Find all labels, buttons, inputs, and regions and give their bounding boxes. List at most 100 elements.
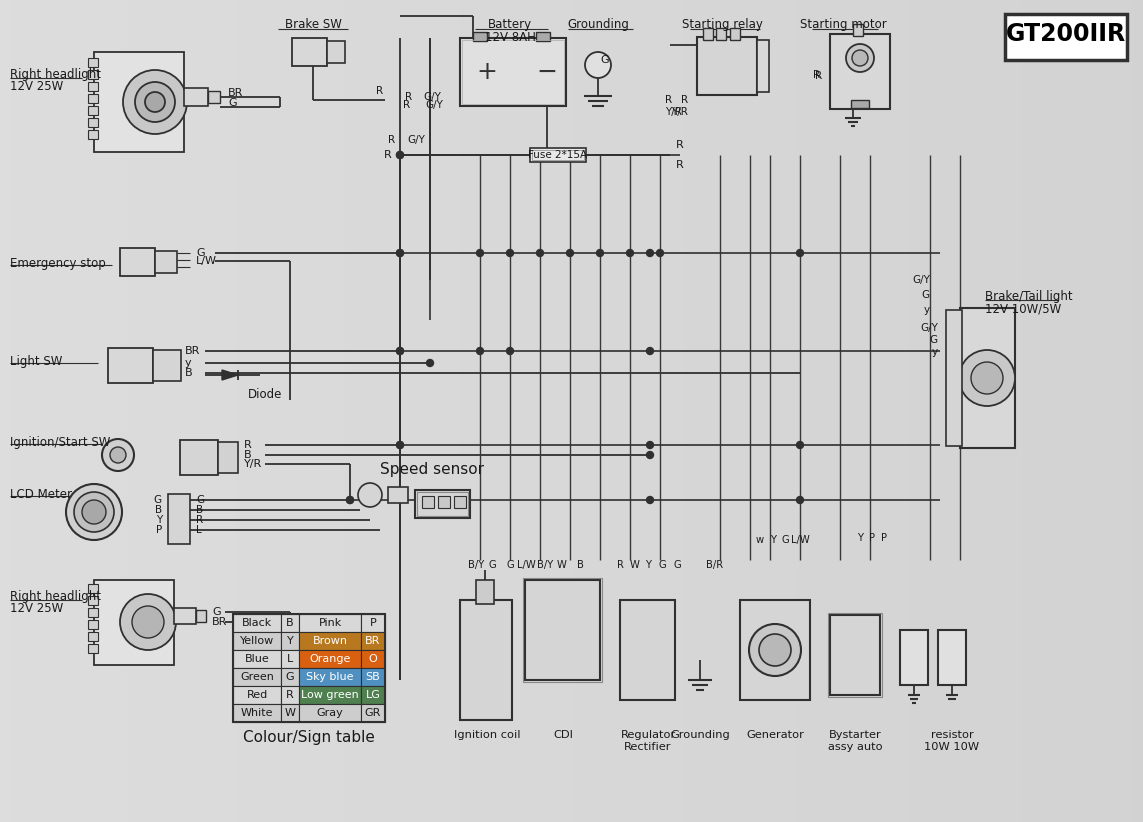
Bar [724,0,730,822]
Text: Blue: Blue [245,654,270,664]
Bar [976,0,983,822]
Bar [494,0,501,822]
Polygon shape [222,370,238,380]
Text: R: R [376,86,383,96]
Bar [94,580,174,665]
Text: BR: BR [227,88,243,98]
Circle shape [585,52,612,78]
Text: Right headlight: Right headlight [10,68,101,81]
Bar [414,0,419,822]
Bar [224,0,230,822]
Text: Right headlight: Right headlight [10,590,101,603]
Bar [769,0,776,822]
Bar [499,0,506,822]
Bar [144,0,150,822]
Bar [534,0,541,822]
Bar [218,442,238,473]
Text: G: G [600,55,608,65]
Bar [357,0,362,822]
Text: 12V 25W: 12V 25W [10,602,63,615]
Bar [839,0,845,822]
Bar [299,632,361,650]
Bar [233,704,281,722]
Bar [69,0,75,822]
Bar [264,0,271,822]
Circle shape [506,250,513,256]
Bar [477,0,483,822]
Bar [155,0,161,822]
Text: Brown: Brown [312,636,347,646]
Text: G: G [488,560,496,570]
Bar [620,600,676,700]
Bar [153,350,181,381]
Bar [88,58,98,67]
Bar [0,0,6,822]
Bar [465,0,471,822]
Bar [299,704,361,722]
Bar [1132,0,1137,822]
Bar [46,0,53,822]
Bar [626,0,632,822]
Bar [1114,0,1120,822]
Bar [179,440,218,475]
Text: B: B [286,618,294,628]
Circle shape [852,50,868,66]
Circle shape [536,250,544,256]
Bar [925,0,932,822]
Circle shape [797,250,804,256]
Bar [1022,0,1029,822]
Bar [275,0,282,822]
Bar [150,0,155,822]
Text: B/Y: B/Y [467,560,485,570]
Bar [51,0,58,822]
Text: B: B [185,368,193,378]
Bar [281,704,299,722]
Circle shape [397,250,403,256]
Bar [999,0,1006,822]
Bar [557,0,563,822]
Bar [856,0,862,822]
Text: Black: Black [242,618,272,628]
Bar [604,0,609,822]
Bar [475,580,494,604]
Bar [287,0,294,822]
Bar [310,0,317,822]
Text: W: W [630,560,640,570]
Bar [195,0,201,822]
Text: R: R [676,160,684,170]
Bar [438,496,450,508]
Text: Y: Y [287,636,294,646]
Bar [953,0,960,822]
Text: R: R [681,95,688,105]
Text: L/W: L/W [195,256,217,266]
Text: R: R [676,140,684,150]
Bar [970,0,977,822]
Text: W: W [557,560,567,570]
Text: Y: Y [770,535,776,545]
Text: G: G [781,535,789,545]
Bar [525,580,600,680]
Bar [345,0,351,822]
Circle shape [749,624,801,676]
Bar [661,0,666,822]
Bar [786,0,793,822]
Bar [88,620,98,629]
Text: −: − [536,60,558,84]
Text: G/Y: G/Y [912,275,930,285]
Circle shape [66,484,122,540]
Bar [247,0,254,822]
Bar [97,0,104,822]
Circle shape [647,496,654,504]
Bar [1034,0,1040,822]
Bar [746,0,753,822]
Bar [327,0,334,822]
Text: B: B [243,450,251,460]
Text: Gray: Gray [317,708,343,718]
Bar [415,490,470,518]
Bar [1092,0,1097,822]
Bar [6,0,11,822]
Text: 12V 25W: 12V 25W [10,80,63,93]
Bar [88,94,98,103]
Bar [299,686,361,704]
Bar [885,0,890,822]
